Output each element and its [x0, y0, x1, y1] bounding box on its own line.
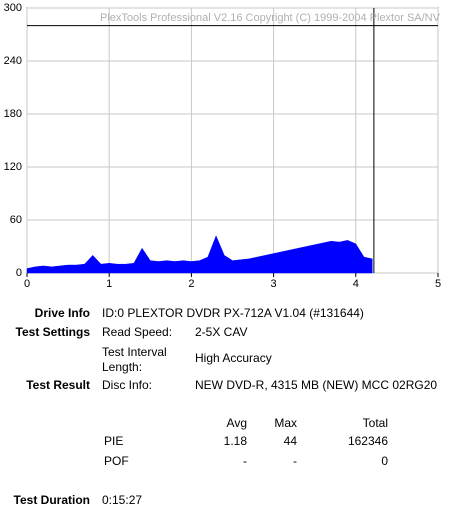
- cell: 1.18: [223, 434, 247, 448]
- area: [26, 235, 373, 274]
- label: Test Duration: [13, 493, 90, 507]
- y-tick-label: 300: [4, 2, 22, 14]
- label: Test Result: [26, 378, 90, 392]
- cell: 44: [283, 434, 297, 448]
- value: ID:0 PLEXTOR DVDR PX-712A V1.04 (#131644…: [102, 306, 364, 320]
- x-tick-label: 2: [188, 278, 194, 290]
- y-tick-label: 180: [4, 108, 22, 120]
- y-tick-label: 240: [4, 55, 22, 67]
- field: Test Interval Length:: [102, 345, 167, 374]
- value: High Accuracy: [195, 351, 272, 365]
- value: NEW DVD-R, 4315 MB (NEW) MCC 02RG20: [195, 378, 438, 392]
- row-label: PIE: [104, 434, 124, 448]
- column-header: Total: [362, 416, 388, 430]
- row-label: POF: [104, 454, 129, 468]
- x-tick-label: 4: [353, 278, 359, 290]
- x-tick-label: 5: [435, 278, 441, 290]
- cell: 0: [381, 454, 388, 468]
- plot-frame: [26, 7, 439, 274]
- x-tick-label: 3: [271, 278, 277, 290]
- value: 0:15:27: [102, 493, 143, 507]
- field: Disc Info:: [102, 378, 153, 392]
- watermark: PlexTools Professional V2.16 Copyright (…: [100, 12, 441, 24]
- field: Read Speed:: [102, 325, 173, 339]
- cell: -: [243, 454, 247, 468]
- y-tick-label: 60: [10, 214, 22, 226]
- label: Drive Info: [34, 306, 90, 320]
- column-header: Max: [274, 416, 297, 430]
- x-tick-label: 1: [106, 278, 112, 290]
- value: 2-5X CAV: [195, 325, 248, 339]
- x-tick-label: 0: [24, 278, 30, 290]
- chart: PlexTools Professional V2.16 Copyright (…: [4, 2, 441, 290]
- y-tick-label: 0: [16, 267, 22, 279]
- label: Test Settings: [15, 325, 90, 339]
- y-tick-label: 120: [4, 161, 22, 173]
- column-header: Avg: [226, 416, 247, 430]
- cell: -: [293, 454, 297, 468]
- cell: 162346: [347, 434, 388, 448]
